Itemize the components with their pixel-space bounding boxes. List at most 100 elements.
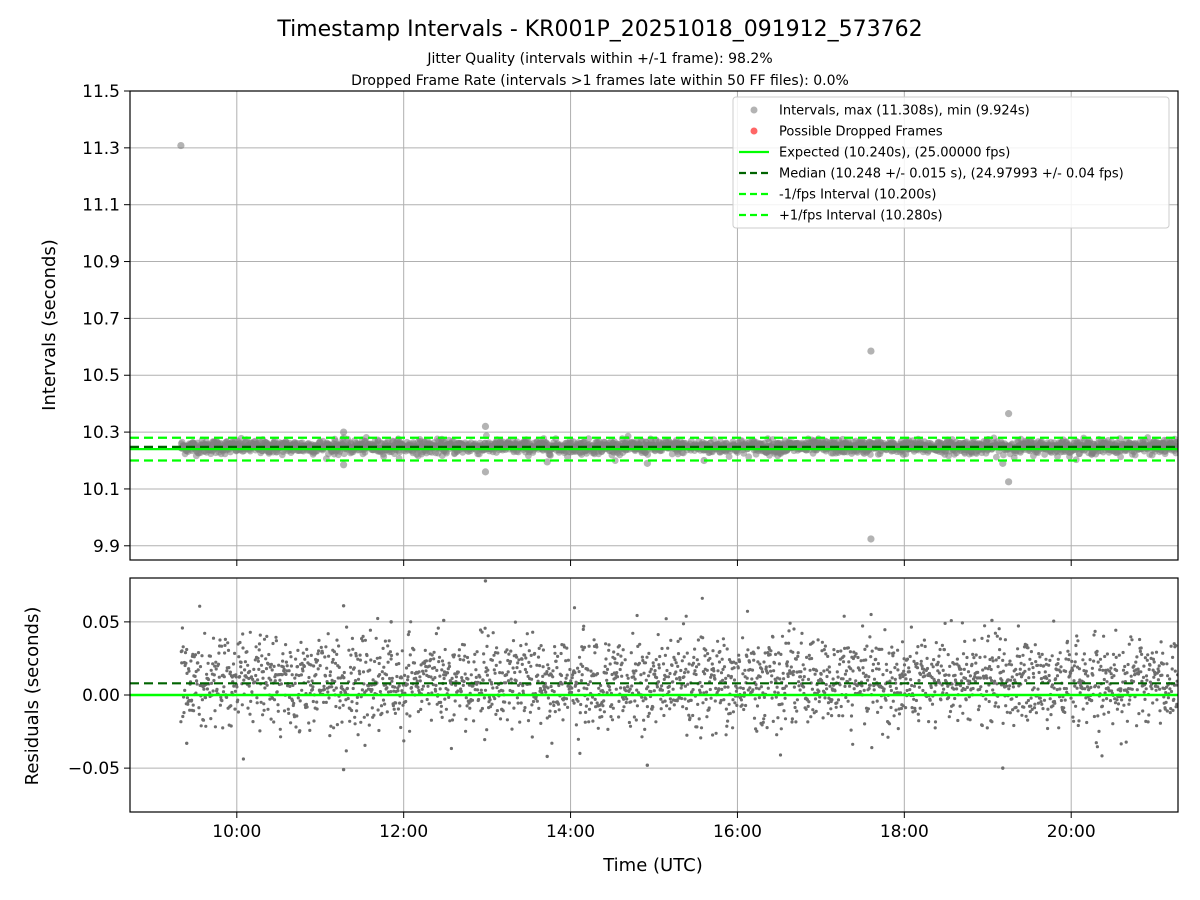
residual-point xyxy=(1047,679,1052,683)
residual-point xyxy=(1089,685,1093,690)
residual-point xyxy=(1038,655,1042,659)
residual-point xyxy=(902,657,906,661)
residual-point xyxy=(699,736,703,740)
residual-point xyxy=(649,690,653,694)
residual-point xyxy=(734,661,738,665)
residual-point xyxy=(561,718,565,722)
residual-point xyxy=(288,650,292,655)
residual-point xyxy=(764,665,768,669)
residual-point xyxy=(390,676,394,680)
residual-point xyxy=(598,708,602,712)
residual-point xyxy=(572,606,577,610)
residual-point xyxy=(1023,669,1027,673)
residual-point xyxy=(1039,663,1043,668)
residual-point xyxy=(583,720,587,724)
residual-point xyxy=(574,723,579,727)
residual-point xyxy=(518,720,522,724)
residual-point xyxy=(721,667,725,672)
residual-point xyxy=(309,683,313,687)
residual-point xyxy=(902,669,906,673)
residual-point xyxy=(703,672,707,676)
residual-point xyxy=(599,683,603,688)
residual-point xyxy=(851,656,856,661)
residual-point xyxy=(187,667,191,671)
ytick-label: 10.9 xyxy=(82,253,120,273)
residual-point xyxy=(311,699,315,704)
residual-point xyxy=(181,714,185,719)
residual-point xyxy=(993,679,997,683)
residual-point xyxy=(994,701,998,705)
residual-point xyxy=(670,663,674,668)
residual-point xyxy=(378,656,382,660)
residual-point xyxy=(355,695,359,700)
residual-point xyxy=(379,704,384,708)
residual-point xyxy=(227,666,231,670)
residual-point xyxy=(1010,697,1014,701)
residual-point xyxy=(507,652,511,656)
residual-point xyxy=(607,685,612,689)
residual-point xyxy=(995,682,999,686)
residual-point xyxy=(223,637,227,642)
residual-point xyxy=(642,671,646,675)
residual-point xyxy=(835,701,839,705)
residual-point xyxy=(745,654,749,659)
residual-point xyxy=(726,719,730,723)
residual-point xyxy=(195,679,199,683)
residual-point xyxy=(933,690,937,694)
residual-point xyxy=(462,658,466,662)
residual-point xyxy=(869,655,873,659)
residual-point xyxy=(704,648,708,652)
residual-point xyxy=(496,651,500,655)
residual-point xyxy=(676,652,681,656)
residual-point xyxy=(784,641,788,645)
residual-point xyxy=(930,662,934,666)
residual-point xyxy=(1137,712,1141,716)
residual-point xyxy=(274,635,278,639)
residual-point xyxy=(1073,660,1077,664)
residual-point xyxy=(374,636,378,640)
residual-point xyxy=(361,634,365,639)
residual-point xyxy=(861,671,866,675)
residual-point xyxy=(686,670,690,674)
residual-point xyxy=(525,632,529,636)
residual-point xyxy=(621,648,625,652)
residual-point xyxy=(803,667,807,671)
residual-point xyxy=(281,665,285,669)
residual-point xyxy=(777,662,782,666)
residual-point xyxy=(1097,685,1101,689)
residual-point xyxy=(889,705,893,710)
residual-point xyxy=(1065,639,1070,644)
residual-point xyxy=(1016,647,1020,651)
residual-point xyxy=(434,683,438,688)
residual-point xyxy=(509,677,513,681)
residual-point xyxy=(348,665,353,669)
residual-point xyxy=(679,686,683,690)
residual-point xyxy=(1066,649,1070,653)
residual-point xyxy=(679,668,683,673)
residual-point xyxy=(367,723,371,727)
residual-point xyxy=(238,675,242,679)
residual-point xyxy=(395,674,399,679)
residual-point xyxy=(654,658,658,662)
residual-point xyxy=(559,651,563,656)
residual-point xyxy=(1032,706,1037,710)
residual-point xyxy=(713,677,717,681)
residual-point xyxy=(832,653,836,657)
residual-point xyxy=(550,741,554,745)
residual-point xyxy=(458,704,462,708)
residual-point xyxy=(634,669,638,673)
residual-point xyxy=(974,661,978,665)
residual-point xyxy=(1123,664,1127,669)
residual-point xyxy=(610,672,614,677)
residual-point xyxy=(251,677,255,682)
residual-point xyxy=(620,661,624,665)
residual-point xyxy=(1115,698,1119,702)
residual-point xyxy=(960,621,965,625)
residual-point xyxy=(632,671,636,675)
interval-outlier-point xyxy=(340,428,348,436)
residual-point xyxy=(1032,675,1036,679)
residual-point xyxy=(629,700,633,704)
residual-point xyxy=(931,665,935,669)
residual-point xyxy=(498,660,502,664)
residual-point xyxy=(268,665,272,669)
